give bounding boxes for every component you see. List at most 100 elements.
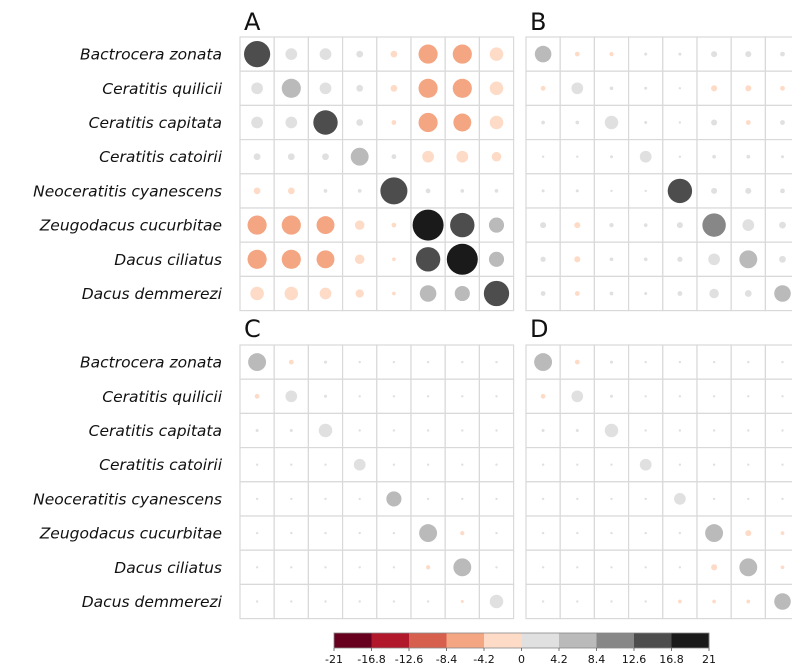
- bubble-b-r5-c3: [643, 223, 648, 227]
- bubble-c-r1-c0: [254, 393, 260, 399]
- bubble-c-r7-c7: [489, 594, 504, 609]
- bubble-a-r4-c6: [460, 189, 465, 193]
- bubble-a-r5-c4: [391, 222, 397, 228]
- bubble-d-r4-c6: [747, 497, 750, 501]
- colorbar-segment: [596, 633, 635, 648]
- bubble-c-r0-c2: [323, 360, 328, 364]
- bubble-a-r0-c5: [418, 44, 438, 64]
- bubble-d-r1-c5: [712, 395, 716, 398]
- bubble-a-r1-c2: [319, 82, 332, 95]
- bubble-d-r2-c7: [781, 429, 784, 432]
- bubble-b-r6-c0: [540, 256, 546, 262]
- bubble-a-r5-c3: [354, 220, 365, 230]
- bubble-a-r0-c4: [390, 50, 398, 58]
- colorbar-tick-label: 21: [702, 653, 716, 666]
- bubble-d-r0-c0: [534, 353, 553, 372]
- bubble-c-r4-c3: [358, 497, 361, 501]
- colorbar-segment: [634, 633, 672, 648]
- grid-cell: [696, 70, 732, 106]
- colorbar-tick-label: 8.4: [588, 653, 606, 666]
- bubble-d-r5-c7: [780, 531, 785, 535]
- bubble-b-r6-c2: [609, 257, 614, 262]
- bubble-a-r1-c4: [390, 84, 398, 92]
- colorbar-tick-label: -16.8: [357, 653, 385, 666]
- bubble-b-r2-c5: [711, 119, 718, 126]
- bubble-c-r5-c0: [255, 531, 259, 535]
- bubble-d-r0-c3: [644, 360, 647, 364]
- bubble-b-r0-c1: [574, 51, 580, 57]
- bubble-a-r3-c1: [287, 153, 295, 161]
- bubble-a-r0-c2: [319, 48, 332, 60]
- panel-letter: C: [244, 315, 261, 343]
- bubble-c-r5-c1: [290, 531, 293, 535]
- bubble-c-r0-c5: [426, 360, 430, 364]
- bubble-d-r5-c4: [678, 531, 682, 535]
- bubble-d-r1-c2: [609, 394, 614, 398]
- bubble-d-r3-c2: [610, 463, 613, 466]
- row-label-ceratitis-quilicii: Ceratitis quilicii: [102, 80, 222, 98]
- bubble-a-r7-c0: [250, 286, 264, 301]
- bubble-c-r6-c3: [358, 566, 361, 569]
- bubble-b-r3-c2: [609, 155, 614, 159]
- bubble-b-r4-c5: [711, 187, 718, 194]
- bubble-c-r6-c6: [453, 558, 472, 577]
- bubble-d-r1-c7: [781, 395, 784, 398]
- bubble-d-r7-c6: [746, 599, 751, 604]
- bubble-a-r0-c1: [285, 48, 298, 60]
- bubble-b-r7-c7: [774, 285, 791, 302]
- bubble-d-r3-c7: [781, 463, 784, 466]
- bubble-a-r3-c0: [253, 153, 261, 161]
- bubble-b-r7-c2: [609, 291, 614, 296]
- bubble-b-r3-c3: [639, 150, 652, 163]
- bubble-d-r0-c5: [712, 360, 716, 364]
- bubble-b-r3-c6: [746, 154, 751, 159]
- grid-cell: [696, 378, 732, 415]
- grid-cell: [764, 207, 792, 243]
- bubble-c-r0-c0: [248, 353, 267, 372]
- bubble-d-r4-c5: [712, 497, 716, 501]
- bubble-c-r7-c0: [255, 600, 259, 603]
- bubble-c-r1-c7: [495, 395, 498, 398]
- bubble-d-r0-c6: [747, 360, 750, 364]
- bubble-c-r7-c6: [460, 599, 464, 604]
- bubble-c-r5-c4: [392, 531, 396, 535]
- row-label-ceratitis-quilicii: Ceratitis quilicii: [102, 388, 222, 406]
- bubble-c-r3-c7: [495, 463, 498, 466]
- bubble-c-r5-c6: [460, 530, 465, 536]
- bubble-d-r1-c0: [540, 393, 546, 399]
- bubble-a-r4-c0: [253, 187, 261, 195]
- bubble-c-r4-c4: [386, 491, 402, 507]
- bubble-c-r3-c1: [290, 463, 293, 466]
- bubble-a-r1-c0: [251, 82, 263, 95]
- grid-cell: [410, 378, 446, 415]
- panel-a: A Bactrocera zonata Ceratitis quilicii Cera…: [33, 8, 515, 312]
- bubble-c-r6-c7: [495, 566, 498, 569]
- bubble-a-r2-c3: [356, 119, 364, 126]
- bubble-d-r0-c4: [678, 360, 682, 364]
- grid-cell: [764, 70, 792, 106]
- bubble-a-r7-c3: [355, 289, 364, 298]
- grid-cell: [764, 515, 792, 551]
- bubble-d-r7-c7: [774, 593, 791, 610]
- bubble-d-r6-c0: [541, 566, 545, 569]
- bubble-c-r1-c2: [323, 394, 328, 398]
- bubble-b-r4-c7: [780, 188, 785, 194]
- bubble-b-r5-c1: [574, 222, 581, 229]
- bubble-b-r1-c2: [609, 86, 614, 91]
- bubble-b-r1-c4: [678, 87, 682, 90]
- grid-cell: [764, 378, 792, 415]
- colorbar-tick-label: 4.2: [550, 653, 568, 666]
- bubble-c-r4-c1: [290, 497, 293, 501]
- bubble-c-r3-c2: [324, 463, 327, 466]
- bubble-a-r4-c2: [323, 189, 328, 193]
- row-label-neoceratitis-cyanescens: Neoceratitis cyanescens: [33, 490, 222, 508]
- bubble-a-r0-c6: [452, 44, 472, 64]
- bubble-a-r2-c1: [285, 116, 298, 129]
- bubble-d-r5-c2: [610, 531, 613, 535]
- bubble-b-r0-c5: [711, 51, 718, 58]
- bubble-b-r7-c5: [709, 288, 719, 299]
- bubble-d-r2-c5: [712, 429, 716, 432]
- grid-cell: [444, 583, 481, 620]
- bubble-b-r4-c6: [745, 187, 752, 194]
- bubble-b-r0-c6: [745, 51, 752, 58]
